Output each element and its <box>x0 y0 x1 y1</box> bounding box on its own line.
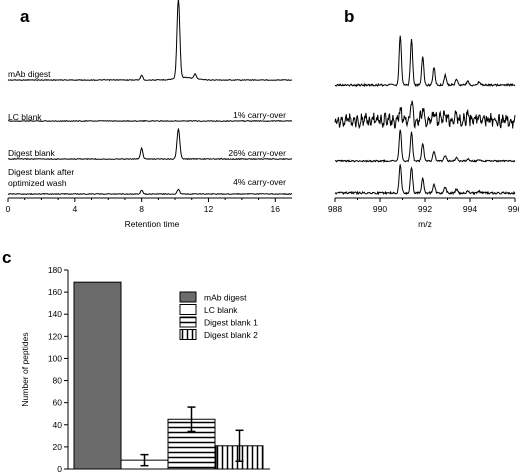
bar-mab-digest <box>73 281 122 470</box>
carry-over-annotation: 1% carry-over <box>233 110 286 120</box>
y-tick-label: 120 <box>48 331 62 341</box>
panel-label-c: c <box>2 248 11 267</box>
legend-swatch <box>179 304 197 315</box>
spectrum-trace <box>334 164 516 196</box>
panel-a-chromatograms: mAb digest LC blank 1% carry-over Digest bl… <box>6 0 293 229</box>
chromatogram-trace <box>7 188 293 196</box>
carry-over-annotation: 26% carry-over <box>228 148 286 158</box>
y-tick-label: 80 <box>53 376 63 386</box>
trace-label: Digest blank <box>8 148 56 158</box>
y-tick-label: 40 <box>53 420 63 430</box>
legend-label: Digest blank 1 <box>204 318 258 328</box>
y-tick-label: 100 <box>48 353 62 363</box>
x-tick-label: 16 <box>271 204 281 214</box>
x-tick-label: 0 <box>6 204 11 214</box>
spectrum-trace <box>334 129 516 164</box>
legend-label: Digest blank 2 <box>204 330 258 340</box>
x-tick-label: 12 <box>204 204 214 214</box>
panel-c-bar-chart: 0 20 40 60 80 100 120 140 160 180 Number of peptid… <box>20 265 270 473</box>
y-tick-label: 0 <box>57 464 62 473</box>
y-tick-label: 60 <box>53 398 63 408</box>
panel-label-a: a <box>20 7 30 26</box>
x-tick-label: 992 <box>418 204 432 214</box>
y-tick-label: 140 <box>48 309 62 319</box>
legend-label: LC blank <box>204 305 238 315</box>
carry-over-annotation: 4% carry-over <box>233 177 286 187</box>
y-tick-label: 160 <box>48 287 62 297</box>
spectrum-trace <box>335 35 516 88</box>
x-tick-label: 988 <box>328 204 342 214</box>
trace-label: mAb digest <box>8 69 51 79</box>
legend-swatch <box>179 291 197 303</box>
legend-label: mAb digest <box>204 293 247 303</box>
y-tick-label: 20 <box>53 442 63 452</box>
chromatogram-trace <box>7 0 293 82</box>
x-tick-label: 994 <box>463 204 477 214</box>
chromatogram-trace <box>7 128 293 161</box>
trace-label: optimized wash <box>8 178 67 188</box>
x-tick-label: 8 <box>139 204 144 214</box>
x-tick-label: 990 <box>373 204 387 214</box>
trace-label: Digest blank after <box>8 167 74 177</box>
x-axis-title: Retention time <box>125 219 180 229</box>
chromatogram-trace <box>7 119 293 123</box>
x-tick-label: 996 <box>508 204 519 214</box>
legend-swatch <box>179 316 197 328</box>
y-axis-title: Number of peptides <box>20 332 30 406</box>
trace-label: LC blank <box>8 112 42 122</box>
y-tick-label: 180 <box>48 265 62 275</box>
x-tick-label: 4 <box>72 204 77 214</box>
legend-swatch <box>179 329 197 340</box>
panel-label-b: b <box>344 7 354 26</box>
panel-b-mass-spectra: 988 990 992 994 996 m/z <box>328 35 519 229</box>
spectrum-trace <box>334 100 516 130</box>
x-axis-title: m/z <box>418 219 432 229</box>
